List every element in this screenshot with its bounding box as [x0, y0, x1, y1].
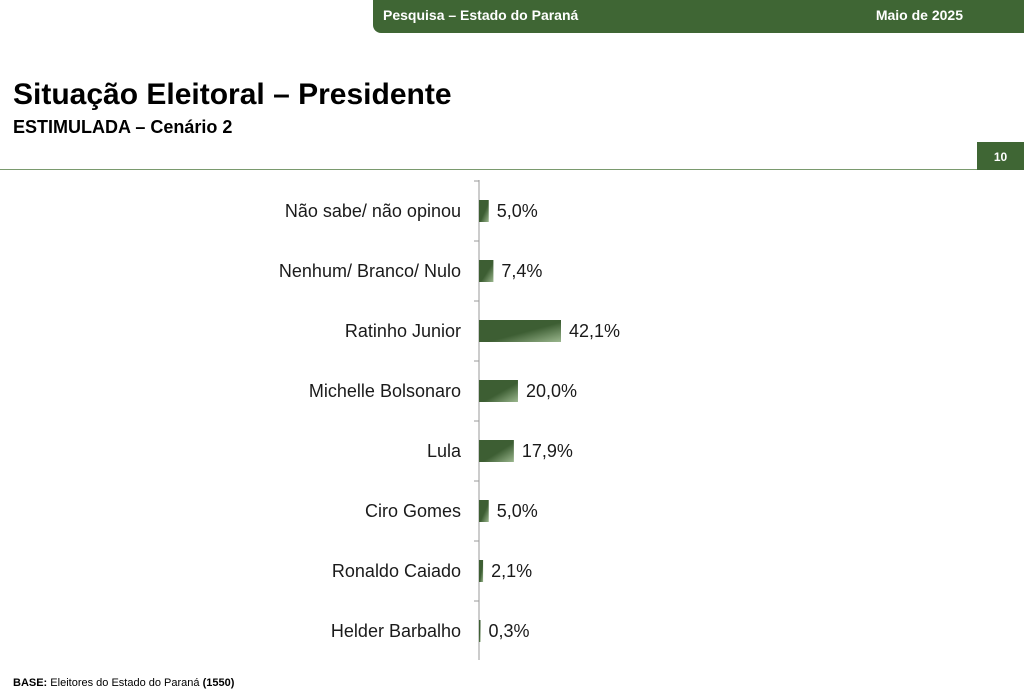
category-label: Ciro Gomes: [365, 501, 461, 521]
value-label: 42,1%: [569, 321, 620, 341]
header-survey-title: Pesquisa – Estado do Paraná: [383, 7, 579, 23]
page-title: Situação Eleitoral – Presidente: [13, 78, 452, 111]
header-date: Maio de 2025: [875, 7, 963, 23]
bar: [479, 440, 514, 462]
bar: [479, 260, 494, 282]
value-label: 7,4%: [501, 261, 542, 281]
base-label: BASE:: [13, 677, 48, 689]
base-note: BASE: Eleitores do Estado do Paraná (155…: [13, 677, 234, 689]
value-label: 17,9%: [522, 441, 573, 461]
page-number-badge: 10: [977, 142, 1024, 170]
value-label: 5,0%: [497, 201, 538, 221]
category-label: Michelle Bolsonaro: [309, 381, 461, 401]
category-label: Ratinho Junior: [345, 321, 461, 341]
value-label: 0,3%: [489, 621, 530, 641]
page-subtitle: ESTIMULADA – Cenário 2: [13, 117, 233, 137]
value-label: 5,0%: [497, 501, 538, 521]
bar: [479, 560, 484, 582]
bar: [479, 620, 481, 642]
category-label: Lula: [427, 441, 462, 461]
bar: [479, 380, 518, 402]
base-count: (1550): [202, 677, 235, 689]
bar: [479, 320, 561, 342]
bar: [479, 200, 489, 222]
category-label: Não sabe/ não opinou: [285, 201, 461, 221]
bar: [479, 500, 489, 522]
base-text: Eleitores do Estado do Paraná: [50, 677, 200, 689]
title-divider: [0, 169, 980, 170]
category-label: Nenhum/ Branco/ Nulo: [279, 261, 461, 281]
header-bar: Pesquisa – Estado do Paraná Maio de 2025: [373, 0, 1024, 33]
value-label: 2,1%: [491, 561, 532, 581]
category-label: Helder Barbalho: [331, 621, 461, 641]
category-label: Ronaldo Caiado: [332, 561, 461, 581]
page-number: 10: [993, 150, 1008, 164]
value-label: 20,0%: [526, 381, 577, 401]
